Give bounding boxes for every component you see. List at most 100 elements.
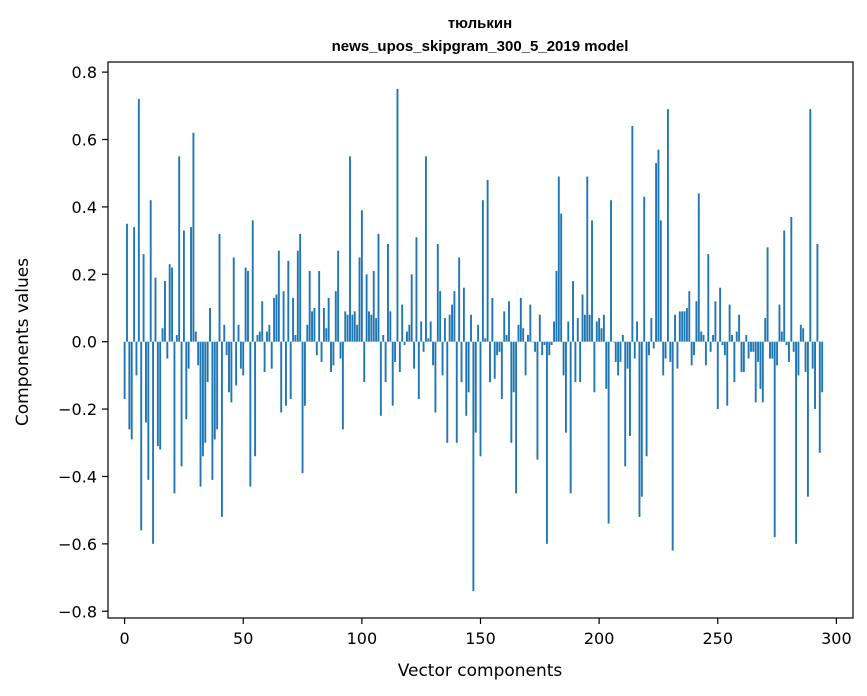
bar-251 — [719, 287, 722, 342]
bar-124 — [417, 341, 420, 399]
bar-192 — [579, 341, 582, 383]
bar-184 — [560, 213, 563, 342]
bar-100 — [360, 210, 363, 342]
bar-114 — [394, 341, 397, 362]
bar-265 — [752, 341, 755, 352]
bar-214 — [631, 126, 634, 342]
bar-220 — [645, 341, 648, 457]
bar-165 — [515, 341, 518, 494]
bar-177 — [543, 341, 546, 346]
bar-137 — [448, 314, 451, 342]
bar-74 — [299, 233, 302, 342]
bar-250 — [716, 341, 719, 410]
bar-15 — [159, 341, 162, 450]
bar-191 — [576, 318, 579, 342]
bar-290 — [811, 341, 814, 369]
bar-28 — [190, 227, 192, 342]
bar-186 — [564, 341, 567, 433]
bar-266 — [754, 341, 757, 403]
bar-246 — [707, 254, 710, 342]
bar-132 — [436, 243, 439, 342]
bar-170 — [527, 334, 529, 342]
bar-7 — [140, 341, 143, 531]
bar-69 — [287, 260, 290, 342]
bar-57 — [258, 331, 261, 342]
bar-128 — [427, 338, 430, 342]
bar-60 — [266, 331, 268, 342]
bar-248 — [712, 334, 714, 342]
bar-93 — [344, 311, 347, 342]
bar-240 — [693, 341, 695, 356]
bar-269 — [761, 341, 764, 403]
y-tick-label: −0.4 — [58, 467, 97, 486]
bar-154 — [489, 341, 491, 383]
bar-79 — [311, 311, 313, 342]
bar-224 — [655, 163, 658, 342]
bar-145 — [467, 341, 470, 393]
bar-66 — [280, 341, 283, 413]
bar-153 — [486, 179, 489, 342]
x-tick-label: 250 — [702, 629, 733, 648]
y-tick-label: 0.0 — [72, 333, 97, 352]
bar-226 — [659, 220, 662, 342]
bar-175 — [538, 314, 541, 342]
bar-160 — [503, 311, 506, 342]
bar-108 — [379, 341, 382, 416]
y-axis-ticks: −0.8 −0.6 −0.4 −0.2 0.0 0.2 0.4 0.6 0.8 — [58, 63, 108, 621]
bar-174 — [536, 341, 539, 460]
bar-219 — [643, 196, 646, 342]
bar-227 — [662, 341, 665, 376]
bar-10 — [147, 341, 150, 480]
chart-title-line-1: тюлькин — [448, 15, 512, 32]
bar-91 — [339, 341, 342, 359]
bar-118 — [403, 341, 406, 346]
bar-244 — [702, 334, 705, 342]
bar-180 — [550, 341, 553, 346]
bar-123 — [415, 237, 418, 342]
bar-72 — [294, 334, 297, 342]
bar-205 — [610, 200, 612, 342]
bar-110 — [384, 341, 387, 383]
bar-274 — [773, 341, 776, 538]
bar-105 — [372, 270, 375, 342]
bar-204 — [607, 341, 610, 524]
bar-34 — [204, 341, 207, 443]
bar-291 — [814, 341, 816, 410]
bar-276 — [778, 304, 781, 342]
bar-55 — [254, 341, 257, 457]
bar-259 — [738, 314, 741, 342]
bar-223 — [652, 341, 655, 349]
bar-147 — [472, 341, 475, 592]
bar-218 — [640, 341, 643, 497]
bar-213 — [629, 341, 631, 437]
bar-215 — [633, 341, 636, 359]
bar-206 — [612, 341, 615, 343]
y-tick-label: 0.6 — [72, 131, 97, 150]
bar-216 — [636, 321, 639, 342]
bar-262 — [745, 334, 748, 342]
y-axis-label: Components values — [13, 258, 33, 426]
bar-109 — [382, 334, 385, 342]
bar-142 — [460, 341, 463, 383]
x-tick-label: 0 — [120, 629, 130, 648]
bar-4 — [133, 227, 136, 342]
bar-11 — [149, 200, 152, 342]
bar-32 — [199, 341, 202, 487]
bar-90 — [337, 250, 340, 342]
bar-249 — [714, 301, 717, 342]
bar-89 — [334, 291, 337, 342]
bar-277 — [780, 331, 783, 342]
bar-280 — [787, 341, 790, 362]
bar-19 — [168, 264, 171, 342]
bar-233 — [676, 341, 679, 369]
bar-161 — [505, 334, 508, 342]
bar-23 — [178, 156, 181, 342]
bar-103 — [368, 311, 370, 342]
bar-112 — [389, 311, 392, 342]
bar-37 — [211, 341, 214, 480]
bar-172 — [531, 341, 534, 343]
bar-163 — [510, 341, 513, 443]
bar-51 — [244, 267, 247, 342]
bar-81 — [315, 341, 318, 356]
bar-138 — [451, 304, 453, 342]
